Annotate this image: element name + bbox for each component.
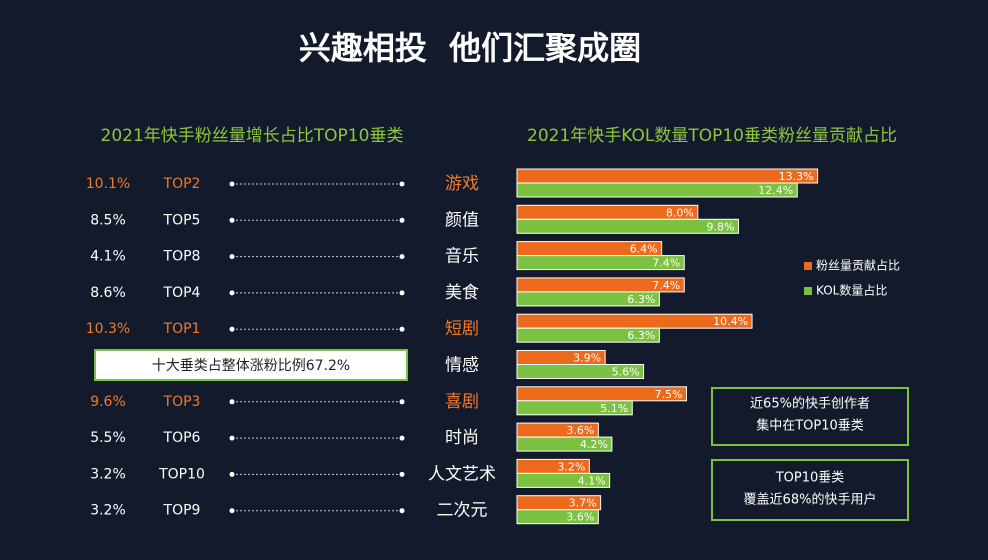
- left-title: 2021年快手粉丝量增长占比TOP10垂类: [101, 126, 404, 146]
- connector-dot: [229, 471, 235, 477]
- value-label: 6.3%: [627, 293, 655, 306]
- rank-label: TOP8: [163, 249, 201, 265]
- note-box: [711, 387, 909, 446]
- category-label: 游戏: [445, 174, 479, 194]
- connector-dot: [229, 217, 235, 223]
- rank-label: TOP10: [158, 466, 205, 482]
- value-label: 7.5%: [655, 388, 683, 401]
- value-label: 7.4%: [652, 257, 680, 270]
- category-label: 喜剧: [445, 392, 479, 412]
- value-label: 7.4%: [652, 279, 680, 292]
- bar: [516, 472, 611, 488]
- share-label: 5.5%: [90, 430, 126, 446]
- value-label: 3.9%: [573, 352, 601, 365]
- value-label: 3.6%: [566, 424, 594, 437]
- connector-dot: [229, 181, 235, 187]
- value-label: 12.4%: [758, 184, 793, 197]
- bar: [516, 400, 633, 416]
- rank-label: TOP4: [163, 285, 201, 301]
- category-label: 人文艺术: [428, 464, 496, 484]
- share-label: 3.2%: [90, 466, 126, 482]
- connector-dot: [399, 326, 405, 332]
- value-label: 4.1%: [578, 474, 606, 487]
- connector-dot: [229, 435, 235, 441]
- category-label: 音乐: [445, 247, 479, 267]
- value-label: 3.6%: [566, 511, 594, 524]
- share-label: 8.5%: [90, 212, 126, 228]
- left-note-box: [94, 349, 408, 381]
- connector-dot: [399, 254, 405, 260]
- value-label: 5.6%: [612, 366, 640, 379]
- connector-dot: [399, 435, 405, 441]
- category-label: 颜值: [445, 210, 479, 230]
- bar: [516, 509, 599, 525]
- rank-label: TOP3: [163, 394, 201, 410]
- value-label: 9.8%: [707, 220, 735, 233]
- connector-dot: [399, 471, 405, 477]
- category-label: 短剧: [445, 319, 479, 339]
- rank-label: TOP5: [163, 212, 201, 228]
- legend-swatch: [804, 262, 812, 270]
- connector-dot: [229, 399, 235, 405]
- rank-label: TOP2: [163, 176, 201, 192]
- note-box: [711, 459, 909, 521]
- connector-dot: [229, 326, 235, 332]
- bar: [516, 291, 660, 307]
- category-label: 情感: [445, 356, 479, 376]
- category-label: 二次元: [437, 501, 488, 521]
- legend-swatch: [804, 287, 812, 295]
- legend-label: 粉丝量贡献占比: [816, 258, 900, 273]
- category-label: 时尚: [445, 428, 479, 448]
- bar: [516, 182, 798, 198]
- note-text: TOP10垂类: [775, 471, 845, 486]
- value-label: 8.0%: [666, 206, 694, 219]
- value-label: 10.4%: [713, 315, 748, 328]
- connector-dot: [229, 508, 235, 514]
- value-label: 5.1%: [600, 402, 628, 415]
- bar: [516, 218, 739, 234]
- value-label: 3.2%: [557, 460, 585, 473]
- rank-label: TOP1: [163, 321, 201, 337]
- note-text: 集中在TOP10垂类: [756, 418, 864, 434]
- value-label: 4.2%: [580, 438, 608, 451]
- left-note: 十大垂类占整体涨粉比例67.2%: [152, 358, 350, 374]
- connector-dot: [399, 217, 405, 223]
- bar: [516, 168, 819, 184]
- bar: [516, 364, 645, 379]
- connector-dot: [229, 254, 235, 260]
- share-label: 10.1%: [86, 176, 130, 192]
- bar: [516, 255, 685, 271]
- connector-dot: [229, 290, 235, 296]
- connector-dot: [399, 399, 405, 405]
- value-label: 13.3%: [779, 170, 814, 183]
- connector-dot: [399, 508, 405, 514]
- note-text: 近65%的快手创作者: [750, 396, 870, 412]
- share-label: 9.6%: [90, 394, 126, 410]
- note-text: 覆盖近68%的快手用户: [744, 492, 877, 508]
- value-label: 6.4%: [630, 243, 658, 256]
- bar: [516, 327, 660, 343]
- share-label: 4.1%: [90, 249, 126, 265]
- legend-label: KOL数量占比: [816, 283, 887, 298]
- share-label: 8.6%: [90, 285, 126, 301]
- connector-dot: [399, 181, 405, 187]
- value-label: 3.7%: [569, 497, 597, 510]
- rank-label: TOP9: [163, 503, 201, 519]
- connector-dot: [399, 290, 405, 296]
- slide-title: 兴趣相投 他们汇聚成圈: [299, 29, 641, 67]
- share-label: 3.2%: [90, 503, 126, 519]
- chart-title: 2021年快手KOL数量TOP10垂类粉丝量贡献占比: [527, 126, 897, 146]
- share-label: 10.3%: [86, 321, 130, 337]
- category-label: 美食: [445, 283, 479, 303]
- rank-label: TOP6: [163, 430, 201, 446]
- bar: [516, 436, 613, 452]
- value-label: 6.3%: [627, 329, 655, 342]
